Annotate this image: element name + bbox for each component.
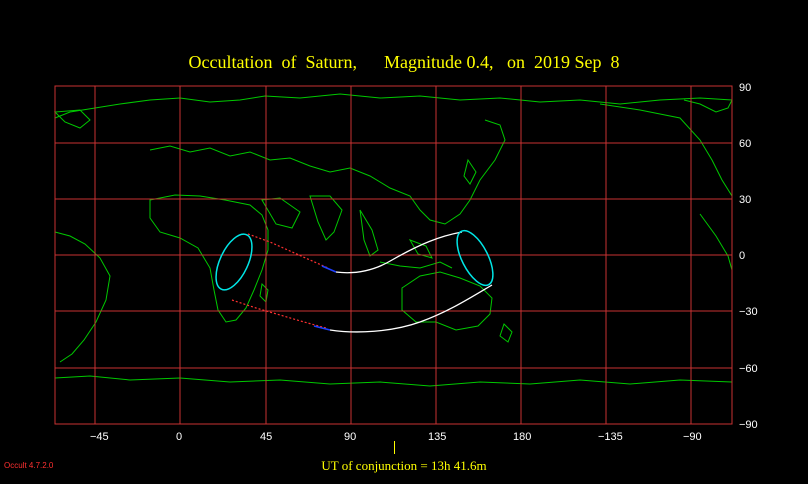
- title-object: Occultation of Saturn,: [188, 52, 357, 72]
- south-limit-night: [231, 299, 327, 329]
- title-magnitude: Magnitude 0.4,: [383, 52, 494, 72]
- lat-label: −60: [739, 363, 758, 375]
- conjunction-time: UT of conjunction = 13h 41.6m: [321, 458, 487, 473]
- lat-label: 0: [739, 250, 746, 262]
- occultation-path: [215, 229, 494, 333]
- lat-label: 60: [739, 138, 752, 150]
- west-limb-ellipse: [215, 233, 253, 291]
- version-label: Occult 4.7.2.0: [4, 461, 54, 470]
- east-limb-ellipse: [456, 229, 494, 287]
- map-title: Occultation of Saturn, Magnitude 0.4, on…: [0, 52, 808, 73]
- lat-label: 30: [739, 194, 752, 206]
- lat-label: 90: [739, 82, 752, 94]
- lon-label: 0: [176, 431, 183, 443]
- lon-label: −45: [90, 431, 109, 443]
- lon-label: 135: [428, 431, 447, 443]
- lon-label: −135: [598, 431, 623, 443]
- north-limit-day: [335, 231, 463, 274]
- north-limit-twilight: [321, 265, 337, 273]
- conjunction-tick: [394, 441, 395, 454]
- coastlines: [53, 93, 733, 387]
- lon-label: 45: [260, 431, 273, 443]
- title-date: on 2019 Sep 8: [506, 52, 620, 72]
- north-limit-night: [247, 233, 329, 269]
- lon-label: 90: [344, 431, 357, 443]
- lat-label: −90: [739, 419, 758, 431]
- lat-label: −30: [739, 306, 758, 318]
- lon-label: 180: [513, 431, 532, 443]
- south-limit-twilight: [313, 325, 331, 331]
- south-limit-day: [329, 284, 493, 333]
- lon-label: −90: [683, 431, 702, 443]
- graticule: [54, 85, 733, 425]
